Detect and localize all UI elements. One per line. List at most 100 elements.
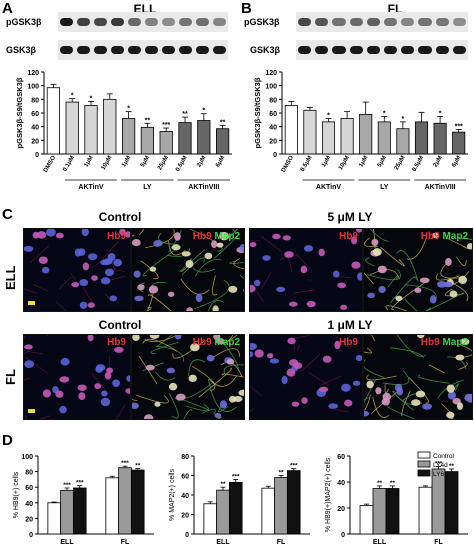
cell-nucleus [429,295,437,304]
scale-bar [28,409,35,413]
cell-nucleus [60,357,70,366]
blot-band [349,46,363,54]
cell-nucleus [59,376,70,383]
cell-nucleus [213,335,221,341]
cell-nucleus [81,229,89,237]
neurite [435,273,460,281]
cell-nucleus [45,229,56,237]
cell-nucleus [287,337,296,345]
neurite [168,393,179,419]
y-tick-label: 100 [27,84,39,91]
cell-nucleus [322,355,332,363]
cell-nucleus [133,270,141,278]
bar [418,486,433,535]
row-label-ell: ELL [3,265,18,290]
neurite [212,275,218,296]
neurite [58,276,72,290]
cell-nucleus [95,364,106,372]
cell-nucleus [355,229,362,233]
legend-label: LY6d [433,471,448,478]
neurite [194,259,222,277]
neurite [226,335,234,343]
cell-nucleus [291,401,300,407]
cell-nucleus [276,286,286,293]
blot-band [179,18,192,26]
neurite [132,234,135,237]
group-label: AKTinV [78,184,103,191]
cell-nucleus [195,293,203,303]
cell-nucleus [74,248,82,257]
y-tick-label: 60 [269,111,277,118]
cell-nucleus [175,393,186,401]
blot-band [349,18,363,26]
y-tick-label: 100 [21,454,33,461]
y-axis-label: % MAP2(+) cells [169,469,176,521]
cell-nucleus [281,375,288,385]
x-tick-label: 0.5μM [300,155,314,173]
cell-nucleus [301,397,308,404]
cell-nucleus [78,392,86,401]
cell-nucleus [154,401,161,407]
cell-nucleus [445,257,452,266]
bar [286,470,301,535]
cell-nucleus [282,235,291,241]
cell-nucleus [250,241,257,248]
blot-band [332,18,346,26]
map2-label: Map2 [214,337,240,348]
cell-nucleus [341,383,351,392]
y-axis-label: pGSK3β-S9/tGSK3β [253,77,262,148]
neurite [156,335,173,348]
bar [140,126,155,155]
cell-nucleus [414,287,422,293]
blot-band [435,18,449,26]
y-tick-label: 60 [181,474,189,481]
cell-nucleus [318,248,325,257]
neurite [390,347,424,359]
bar [452,131,466,155]
cell-nucleus [79,278,89,287]
neurite [293,289,316,294]
bar [433,122,447,155]
cell-nucleus [219,231,229,241]
fl-treatment-label: 1 μM LY [327,318,373,332]
cell-nucleus [87,253,98,261]
neurite [70,273,76,280]
neurite [395,250,419,282]
micrograph-fl-ly-hb9: Hb9 [249,334,363,420]
x-tick-label: 10μM [338,155,351,171]
cell-nucleus [132,402,139,409]
ell-treatment-label: 5 μM LY [327,210,373,224]
significance-label: * [127,106,130,113]
hb9-label: Hb9 [107,231,126,242]
cell-nucleus [417,335,425,339]
significance-label: *** [63,482,71,489]
blot-band [111,18,124,26]
significance-label: *** [162,122,170,129]
hb9-label: Hb9 [192,337,212,348]
neurite [208,375,238,387]
blot-label-gsk-b: GSK3β [250,45,281,55]
neurite [295,253,311,270]
micrograph-fl-control-merge: Hb9 Map2 [131,334,245,420]
legend-swatch [417,451,431,459]
y-tick-label: 60 [337,454,345,461]
map2-label: Map2 [442,231,468,242]
x-tick-label: 25μM [157,155,170,171]
bar [84,105,98,155]
neurite [138,355,158,385]
neurite [251,387,262,396]
bar [203,503,218,535]
neurite [369,269,400,280]
bar [46,87,61,155]
x-tick-label: 25μM [394,155,407,171]
cell-nucleus [126,375,130,382]
cell-nucleus [332,270,340,278]
bar [103,98,117,155]
cell-nucleus [238,389,244,396]
significance-label: ** [449,463,455,470]
significance-label: ** [390,480,396,487]
micrograph-ell-control-hb9: Hb9 [23,228,131,312]
blot-band [213,18,226,26]
